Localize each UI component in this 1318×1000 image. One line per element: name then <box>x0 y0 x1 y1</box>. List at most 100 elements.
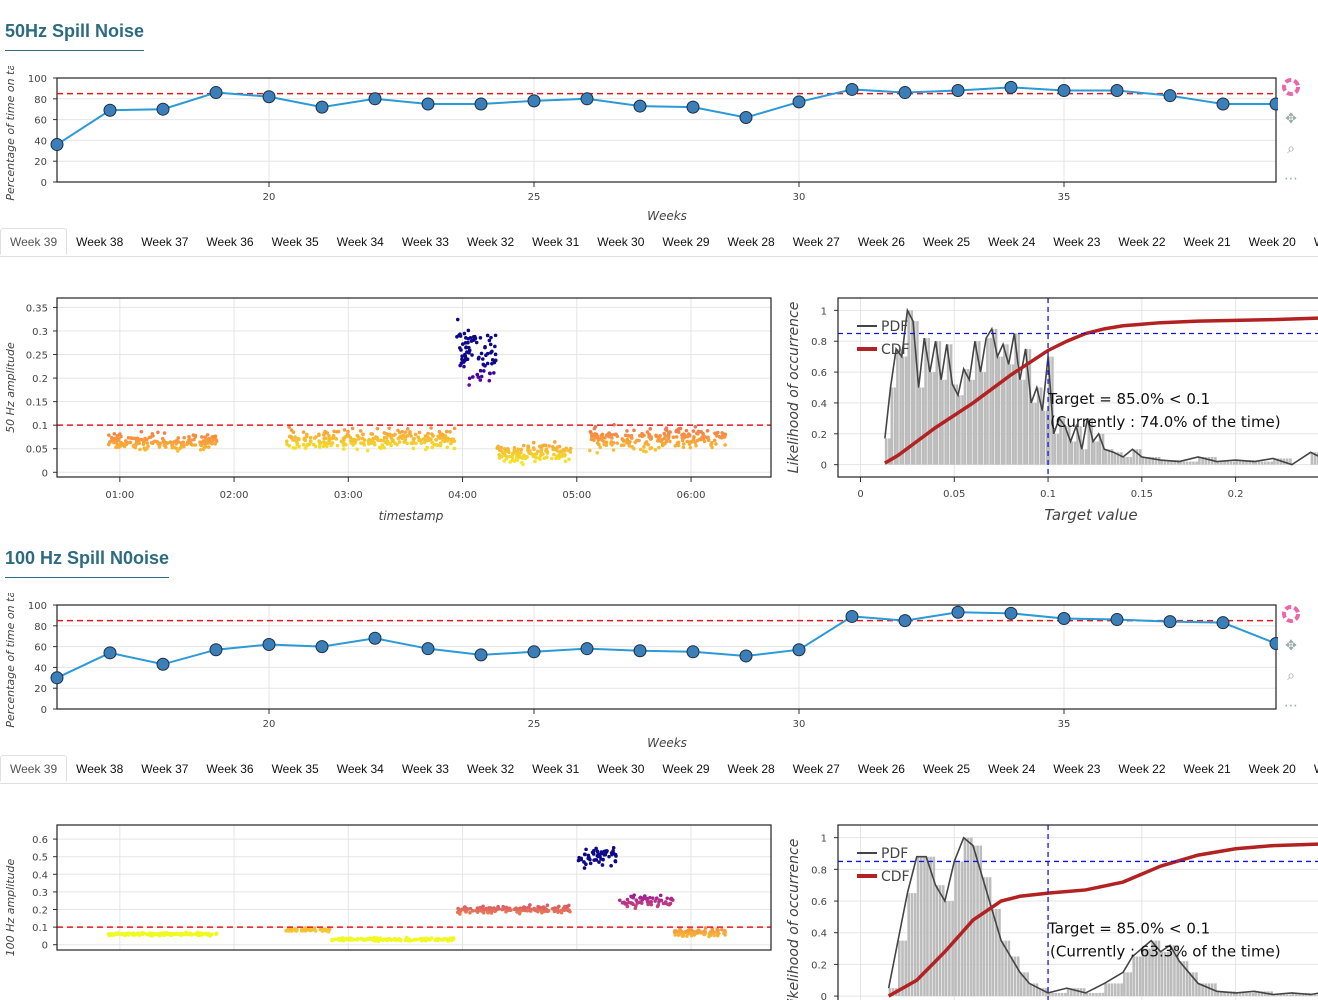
scatter-point <box>207 932 211 937</box>
x-tick-label: 30 <box>793 719 806 730</box>
tab-week-39[interactable]: Week 39 <box>0 228 68 255</box>
histogram-bar <box>1054 992 1058 997</box>
tab-week-27[interactable]: Week 27 <box>792 235 840 249</box>
histogram-bar <box>1273 994 1276 997</box>
scatter-point <box>317 433 321 438</box>
scatter-point <box>610 436 614 440</box>
scatter-point <box>377 445 382 450</box>
histogram-bar <box>899 348 902 465</box>
tab-week-25[interactable]: Week 25 <box>922 762 971 776</box>
scatter-point <box>376 438 380 442</box>
scatter-point <box>359 441 363 445</box>
tab-week-27[interactable]: Week 27 <box>792 762 840 776</box>
scatter-point <box>416 435 421 439</box>
trend-point <box>368 92 382 106</box>
scatter-point <box>707 934 711 939</box>
tab-week-25[interactable]: Week 25 <box>922 235 971 249</box>
more-icon[interactable]: ⋯ <box>1284 170 1298 186</box>
tab-week-35[interactable]: Week 35 <box>271 762 319 776</box>
legend-cdf-label: CDF <box>881 342 910 358</box>
scatter-point <box>350 426 355 431</box>
tab-week-23[interactable]: Week 23 <box>1053 235 1101 249</box>
scatter-point <box>595 849 600 854</box>
tab-week-23[interactable]: Week 23 <box>1053 762 1101 776</box>
histogram-bar <box>910 893 914 997</box>
scatter-point <box>467 345 471 350</box>
tab-week-36[interactable]: Week 36 <box>206 235 254 249</box>
tab-week-29[interactable]: Week 29 <box>662 762 710 776</box>
histogram-bar <box>1135 956 1139 997</box>
x-tick-label: 01:00 <box>105 490 134 501</box>
more-icon[interactable]: ⋯ <box>1284 697 1298 713</box>
y-tick-label: 0.1 <box>32 421 48 432</box>
tab-week-31[interactable]: Week 31 <box>532 762 580 776</box>
bokeh-logo-icon[interactable] <box>1280 604 1302 626</box>
tab-week-22[interactable]: Week 22 <box>1118 235 1166 249</box>
scatter-point <box>481 910 486 915</box>
y-tick-label: 0.8 <box>811 337 827 348</box>
tab-w[interactable]: W <box>1305 229 1318 256</box>
tab-week-24[interactable]: Week 24 <box>988 762 1036 776</box>
scatter-point <box>192 437 196 442</box>
tab-week-28[interactable]: Week 28 <box>727 235 775 249</box>
scatter-point <box>579 856 583 861</box>
scatter-point <box>162 933 166 937</box>
histogram-bar <box>1019 379 1023 465</box>
bokeh-logo-icon[interactable] <box>1280 77 1302 99</box>
tab-week-21[interactable]: Week 21 <box>1183 235 1231 249</box>
tab-week-34[interactable]: Week 34 <box>336 235 384 249</box>
box-zoom-icon[interactable]: ⌕ <box>1287 140 1295 156</box>
scatter-point <box>179 932 183 936</box>
pan-icon[interactable]: ✥ <box>1285 110 1297 126</box>
scatter-point <box>681 932 686 937</box>
box-zoom-icon[interactable]: ⌕ <box>1287 667 1295 683</box>
tab-week-21[interactable]: Week 21 <box>1183 762 1231 776</box>
tab-week-33[interactable]: Week 33 <box>401 235 449 249</box>
scatter-point <box>540 910 544 915</box>
tab-week-31[interactable]: Week 31 <box>532 235 580 249</box>
histogram-bar <box>893 387 897 465</box>
tab-week-39[interactable]: Week 39 <box>0 755 68 782</box>
scatter-point <box>295 442 300 446</box>
y-tick-label: 1 <box>821 834 827 845</box>
tab-week-38[interactable]: Week 38 <box>76 235 124 249</box>
scatter-point <box>707 932 712 936</box>
scatter-point <box>531 446 536 450</box>
tab-week-30[interactable]: Week 30 <box>597 235 645 249</box>
tab-week-35[interactable]: Week 35 <box>271 235 319 249</box>
plot-frame <box>56 604 1277 710</box>
tab-week-20[interactable]: Week 20 <box>1248 762 1296 776</box>
histogram-bar <box>1276 458 1279 465</box>
scatter-point <box>617 898 622 903</box>
tab-week-36[interactable]: Week 36 <box>206 762 254 776</box>
tab-week-20[interactable]: Week 20 <box>1248 235 1296 249</box>
tab-week-38[interactable]: Week 38 <box>76 762 124 776</box>
y-tick-label: 0 <box>42 468 48 479</box>
histogram-bar <box>952 384 956 465</box>
scatter-point <box>140 932 144 936</box>
scatter-point <box>372 935 377 940</box>
tab-week-26[interactable]: Week 26 <box>857 762 905 776</box>
tab-week-33[interactable]: Week 33 <box>401 762 449 776</box>
tab-week-29[interactable]: Week 29 <box>662 235 710 249</box>
tab-week-37[interactable]: Week 37 <box>141 762 189 776</box>
tab-week-28[interactable]: Week 28 <box>727 762 775 776</box>
tab-w[interactable]: W <box>1305 756 1318 783</box>
tab-week-34[interactable]: Week 34 <box>336 762 384 776</box>
histogram-bar <box>1154 940 1158 997</box>
tab-week-37[interactable]: Week 37 <box>141 235 189 249</box>
tab-week-30[interactable]: Week 30 <box>597 762 645 776</box>
pan-icon[interactable]: ✥ <box>1285 637 1297 653</box>
scatter-point <box>597 860 601 864</box>
tab-week-32[interactable]: Week 32 <box>466 762 515 776</box>
histogram-bar <box>1276 994 1279 997</box>
tab-week-26[interactable]: Week 26 <box>857 235 905 249</box>
tab-week-22[interactable]: Week 22 <box>1118 762 1166 776</box>
histogram-bar <box>963 368 967 465</box>
tab-week-32[interactable]: Week 32 <box>466 235 515 249</box>
histogram-bar <box>1166 951 1170 997</box>
scatter-point <box>523 456 527 461</box>
scatter-point <box>393 432 397 437</box>
tab-week-24[interactable]: Week 24 <box>988 235 1036 249</box>
scatter-point <box>421 437 426 441</box>
